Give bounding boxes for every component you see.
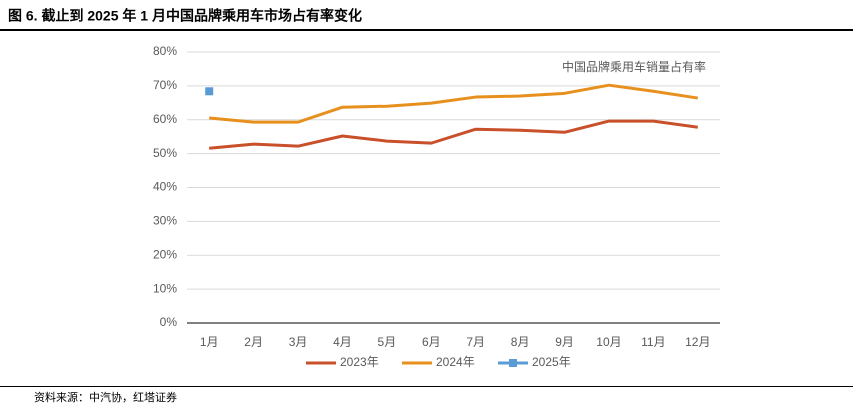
legend-label: 2024年 [436,355,475,369]
y-tick-label: 50% [153,146,177,160]
point-marker [205,87,214,96]
legend-label: 2023年 [340,355,379,369]
y-tick-label: 70% [153,78,177,92]
source: 资料来源：中汽协，红塔证券 [34,390,177,404]
x-tick-label: 2月 [244,335,263,349]
x-tick-label: 7月 [466,335,485,349]
x-tick-label: 5月 [378,335,397,349]
x-tick-label: 3月 [289,335,308,349]
series-line [209,119,698,150]
x-tick-label: 1月 [200,335,219,349]
x-tick-label: 12月 [685,335,710,349]
y-tick-label: 20% [153,247,177,261]
annotation: 中国品牌乘用车销量占有率 [562,59,706,74]
x-tick-label: 9月 [555,335,574,349]
x-tick-label: 8月 [511,335,530,349]
y-tick-label: 30% [153,214,177,228]
title-rule [0,29,853,31]
x-tick-label: 6月 [422,335,441,349]
y-tick-label: 40% [153,180,177,194]
x-tick-label: 4月 [333,335,352,349]
x-tick-label: 11月 [641,335,665,349]
y-tick-label: 0% [160,315,178,329]
chart-title: 图 6. 截止到 2025 年 1 月中国品牌乘用车市场占有率变化 [8,8,362,24]
x-tick-label: 10月 [596,335,621,349]
source-rule [0,386,853,387]
y-tick-label: 10% [153,281,177,295]
legend-marker [509,359,517,367]
y-tick-label: 60% [153,112,177,126]
y-tick-label: 80% [153,44,177,58]
legend-label: 2025年 [532,355,571,369]
series-line [209,83,699,124]
